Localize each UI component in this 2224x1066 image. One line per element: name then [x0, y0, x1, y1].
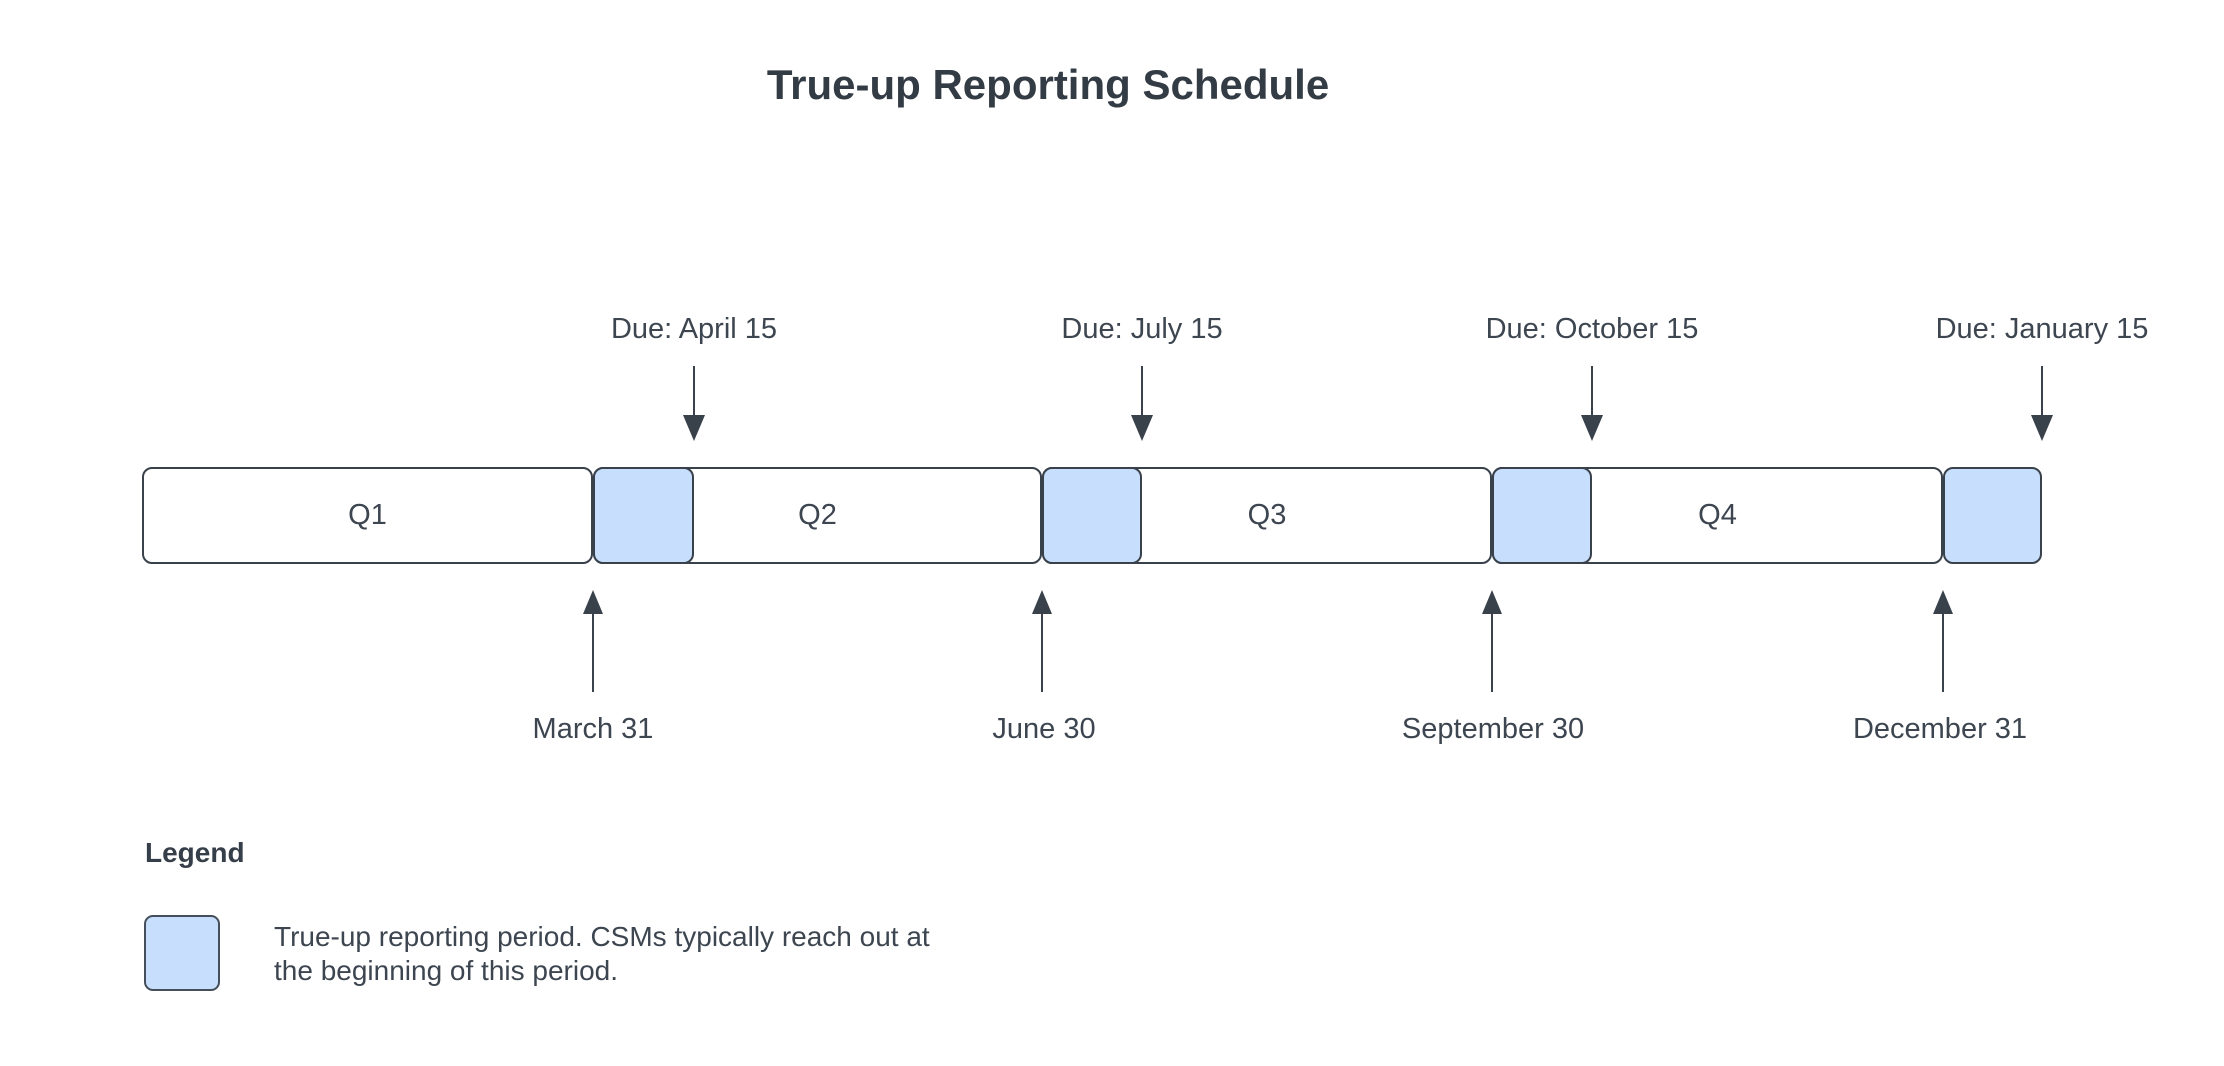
legend-text-line1: True-up reporting period. CSMs typically…	[274, 921, 930, 952]
down-arrow-line-1	[693, 366, 695, 415]
diagram-title: True-up Reporting Schedule	[766, 61, 1330, 108]
up-arrow-icon-2	[1032, 590, 1052, 614]
end-label-september: September 30	[1401, 713, 1585, 745]
end-label-december: December 31	[1852, 713, 2028, 745]
up-arrow-icon-4	[1933, 590, 1953, 614]
end-label-june: June 30	[992, 713, 1096, 745]
quarter-label-q4: Q4	[1698, 499, 1737, 531]
end-label-march: March 31	[532, 713, 654, 745]
quarter-label-q1: Q1	[348, 499, 387, 531]
trueup-period-box-4	[1943, 467, 2042, 564]
quarter-box-q1: Q1	[142, 467, 593, 564]
up-arrow-icon-1	[583, 590, 603, 614]
down-arrow-line-4	[2041, 366, 2043, 415]
up-arrow-line-1	[592, 612, 594, 692]
quarter-label-q3: Q3	[1247, 499, 1287, 531]
due-label-april: Due: April 15	[610, 313, 778, 345]
down-arrow-icon-2	[1131, 415, 1153, 441]
trueup-period-box-3	[1492, 467, 1592, 564]
down-arrow-icon-3	[1581, 415, 1603, 441]
down-arrow-line-2	[1141, 366, 1143, 415]
trueup-period-box-1	[593, 467, 694, 564]
down-arrow-line-3	[1591, 366, 1593, 415]
down-arrow-icon-1	[683, 415, 705, 441]
up-arrow-line-4	[1942, 612, 1944, 692]
trueup-period-box-2	[1042, 467, 1142, 564]
down-arrow-icon-4	[2031, 415, 2053, 441]
legend-item-description: True-up reporting period. CSMs typically…	[274, 920, 930, 988]
up-arrow-line-3	[1491, 612, 1493, 692]
quarter-label-q2: Q2	[798, 499, 837, 531]
due-label-july: Due: July 15	[1061, 313, 1223, 345]
legend-title: Legend	[145, 837, 245, 868]
due-label-january: Due: January 15	[1935, 313, 2149, 345]
legend-swatch-trueup-period	[144, 915, 220, 991]
legend-text-line2: the beginning of this period.	[274, 955, 619, 986]
due-label-october: Due: October 15	[1485, 313, 1699, 345]
up-arrow-icon-3	[1482, 590, 1502, 614]
up-arrow-line-2	[1041, 612, 1043, 692]
